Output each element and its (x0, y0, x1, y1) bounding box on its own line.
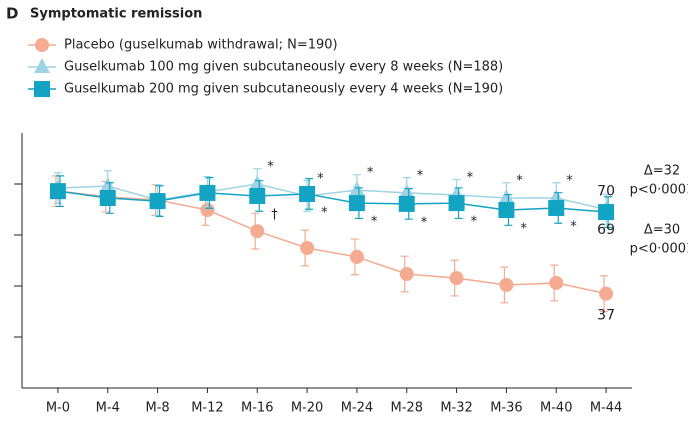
series-line (57, 190, 607, 295)
x-tick-label: M-16 (241, 401, 273, 416)
x-tick-label: M-0 (46, 401, 70, 416)
data-point (348, 181, 365, 197)
significance-label: * (371, 215, 378, 230)
data-point (49, 183, 66, 200)
data-point (149, 193, 166, 210)
data-point (250, 224, 265, 239)
end-label: 70 (597, 184, 615, 200)
data-point (599, 286, 614, 301)
data-point (399, 267, 414, 282)
significance-label: * (566, 174, 573, 189)
significance-label: * (421, 215, 428, 230)
data-point (398, 195, 415, 212)
legend-marker (34, 81, 50, 97)
data-point (548, 199, 565, 216)
data-point (498, 202, 515, 219)
significance-label: * (317, 171, 324, 186)
x-tick-label: M-40 (540, 401, 572, 416)
data-point (498, 189, 515, 205)
data-point (398, 183, 415, 199)
x-tick-label: M-24 (341, 401, 373, 416)
significance-label: * (267, 160, 274, 175)
comparison-annotation: p<0·0001 (630, 242, 688, 257)
data-point (99, 177, 116, 193)
data-point (99, 190, 116, 207)
data-point (598, 204, 615, 221)
x-tick-label: M-12 (191, 401, 223, 416)
legend-label: Placebo (guselkumab withdrawal; N=190) (64, 38, 338, 53)
significance-label: * (471, 215, 478, 230)
x-tick-label: M-8 (145, 401, 169, 416)
x-tick-label: M-4 (96, 401, 120, 416)
data-point (448, 195, 465, 212)
significance-label: † (271, 207, 278, 222)
significance-label: * (321, 205, 328, 220)
significance-label: * (520, 222, 527, 237)
comparison-annotation: p<0·0001 (630, 183, 688, 198)
legend-label: Guselkumab 100 mg given subcutaneously e… (64, 60, 503, 75)
chart-title: Symptomatic remission (30, 7, 202, 22)
comparison-annotation: Δ=32 (644, 164, 680, 179)
data-point (199, 184, 216, 201)
legend-marker (35, 38, 49, 52)
legend-label: Guselkumab 200 mg given subcutaneously e… (64, 82, 503, 97)
significance-label: * (570, 219, 577, 234)
end-label: 37 (597, 308, 615, 324)
x-tick-label: M-28 (391, 401, 423, 416)
panel-label: D (6, 5, 18, 23)
data-point (299, 185, 316, 202)
legend-marker (34, 58, 50, 73)
data-point (449, 271, 464, 286)
x-tick-label: M-36 (490, 401, 522, 416)
end-label: 69 (597, 222, 615, 238)
data-point (249, 187, 266, 204)
data-point (300, 241, 315, 256)
data-point (349, 249, 364, 264)
comparison-annotation: Δ=30 (644, 223, 680, 238)
significance-label: * (367, 166, 374, 181)
data-point (549, 275, 564, 290)
data-point (249, 175, 266, 190)
significance-label: * (516, 174, 523, 189)
x-tick-label: M-44 (590, 401, 622, 416)
data-point (348, 195, 365, 212)
significance-label: * (417, 168, 424, 183)
data-point (200, 203, 215, 218)
x-tick-label: M-20 (291, 401, 323, 416)
series-line (57, 183, 607, 211)
series-line (57, 190, 607, 213)
significance-label: * (467, 170, 474, 185)
x-tick-label: M-32 (440, 401, 472, 416)
data-point (499, 277, 514, 292)
